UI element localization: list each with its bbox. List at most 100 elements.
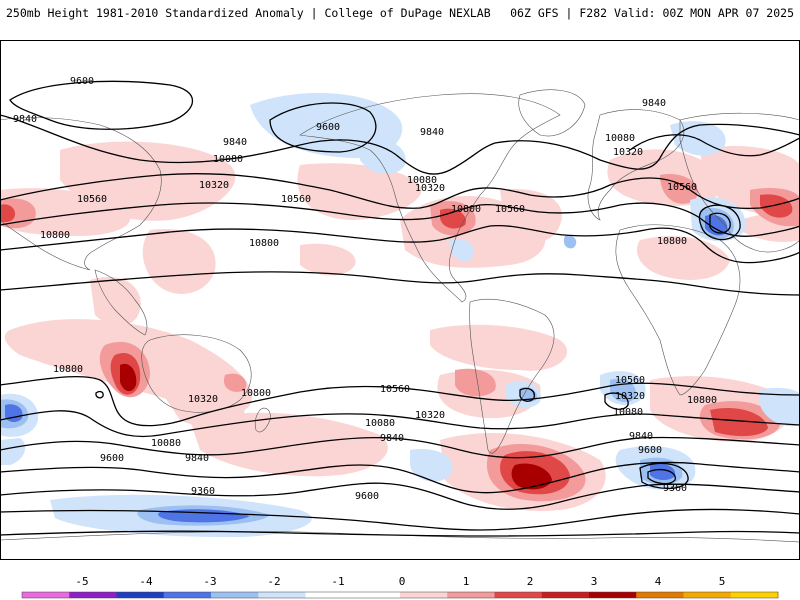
contour-label: 10800 — [40, 230, 70, 241]
contour-label: 9600 — [100, 453, 124, 464]
colorbar-bin — [163, 592, 212, 598]
colorbar-tick-label: 3 — [591, 575, 598, 588]
coast-south-america — [469, 299, 555, 454]
colorbar-tick-label: -4 — [139, 575, 153, 588]
anom-pos1-trop-west — [90, 276, 141, 326]
coast-asia — [679, 112, 800, 253]
anom-neg1-namer-s — [449, 239, 474, 262]
contour-label: 9600 — [638, 445, 662, 456]
anom-pos3-s-ind — [710, 408, 768, 437]
colorbar-bin — [69, 592, 117, 598]
anom-pos1-trop-central — [300, 243, 356, 276]
contour-10560-ring-satl — [604, 392, 629, 410]
anom-pos1-s-ocean-w — [190, 412, 388, 477]
anom-pos2-ses-atl — [455, 368, 496, 397]
contour-label: 10800 — [687, 395, 717, 406]
contour-9360-s — [0, 530, 800, 537]
contour-9360-ring-sind — [647, 468, 676, 485]
contour-label: 9840 — [13, 114, 37, 125]
coast-north-america — [299, 93, 561, 303]
contour-10080-s — [0, 461, 800, 494]
contour-label: 9840 — [223, 137, 247, 148]
anomaly-map: 9600 9840 9600 9840 9840 10080 10320 105… — [0, 40, 800, 560]
contour-labels: 9600 9840 9600 9840 9840 10080 10320 105… — [13, 76, 717, 502]
contour-label: 10560 — [615, 375, 645, 386]
contour-10320-ring-mideast — [709, 212, 731, 234]
contour-label: 10560 — [667, 182, 697, 193]
coast-new-zealand — [254, 407, 271, 433]
contour-10080-n — [0, 173, 800, 210]
colorbar-tick-label: -1 — [331, 575, 344, 588]
contour-9600-npac — [9, 80, 194, 130]
contour-label: 9840 — [629, 431, 653, 442]
contour-label: 10800 — [249, 238, 279, 249]
coast-europe — [587, 109, 685, 221]
anom-pos3-ep — [0, 204, 16, 222]
anom-neg1-antarctic-e — [760, 387, 800, 427]
colorbar-bin — [400, 592, 448, 598]
contour-label: 10080 — [407, 175, 437, 186]
coast-greenland — [518, 89, 586, 137]
coast-se-asia — [94, 269, 148, 336]
anom-neg1-gulf-alaska — [360, 138, 406, 175]
contour-label: 9840 — [185, 453, 209, 464]
contour-9840-n — [0, 114, 800, 175]
anom-pos3-npac-e — [760, 194, 793, 218]
contour-10800-n — [0, 271, 800, 296]
contour-9840-s — [0, 482, 800, 510]
colorbar-bin — [589, 592, 637, 598]
contour-10560-s — [0, 410, 800, 438]
contour-label: 10800 — [53, 364, 83, 375]
anom-neg3-s-ind — [650, 463, 676, 481]
anom-pos4-s-ocean — [511, 463, 552, 490]
anom-pos1-atl — [500, 189, 562, 242]
positive-anomaly-1 — [0, 141, 800, 511]
contour-9600-alaska — [269, 102, 377, 153]
contour-label: 9840 — [420, 127, 444, 138]
contour-10800-s — [0, 375, 800, 427]
contour-10560-n — [0, 224, 800, 264]
contour-10320-n — [0, 202, 800, 237]
colorbar-tick-label: -3 — [203, 575, 216, 588]
contour-10080-ring-mideast — [698, 204, 741, 241]
colorbar-tick-label: 1 — [463, 575, 470, 588]
anom-neg1-w-pac-s — [0, 438, 26, 465]
colorbar-tick-label: 4 — [655, 575, 662, 588]
colorbar-bin — [116, 592, 165, 598]
contour-label: 10320 — [615, 391, 645, 402]
anom-pos4-aus — [120, 363, 137, 392]
model-run-info: 06Z GFS | F282 Valid: 00Z MON APR 07 202… — [510, 6, 794, 20]
contour-label: 10320 — [415, 183, 445, 194]
contour-label: 10560 — [281, 194, 311, 205]
contour-10560-ring-sam — [519, 387, 535, 402]
anom-pos2-spac — [224, 373, 247, 392]
contour-small-ring-aus — [95, 390, 104, 399]
coast-asia-west — [0, 117, 162, 271]
contour-label: 10320 — [415, 410, 445, 421]
contour-label: 10800 — [241, 388, 271, 399]
contour-label: 10080 — [151, 438, 181, 449]
contour-label: 10320 — [613, 147, 643, 158]
anom-neg1-s-pac — [410, 449, 453, 482]
colorbar-bin — [447, 592, 495, 598]
anomaly-shading — [0, 93, 800, 538]
colorbar-bin — [22, 592, 70, 598]
contour-label: 10800 — [451, 204, 481, 215]
anom-pos2-ea — [660, 174, 698, 204]
colorbar-bin — [683, 592, 732, 598]
anom-pos1-eurasia-west — [0, 188, 131, 236]
contour-label: 9360 — [191, 486, 215, 497]
contour-9600-ring-sind — [639, 462, 689, 490]
contour-label: 9600 — [355, 491, 379, 502]
contour-label: 10320 — [188, 394, 218, 405]
contour-label: 10320 — [199, 180, 229, 191]
contour-label: 9600 — [70, 76, 94, 87]
anom-neg2-atl — [563, 235, 577, 249]
product-title: 250mb Height 1981-2010 Standardized Anom… — [6, 6, 491, 20]
colorbar-tick-label: 2 — [527, 575, 534, 588]
colorbar-bin — [730, 592, 779, 598]
contour-label: 10080 — [213, 154, 243, 165]
contour-10320-s — [0, 436, 800, 459]
contour-label: 9360 — [663, 483, 687, 494]
